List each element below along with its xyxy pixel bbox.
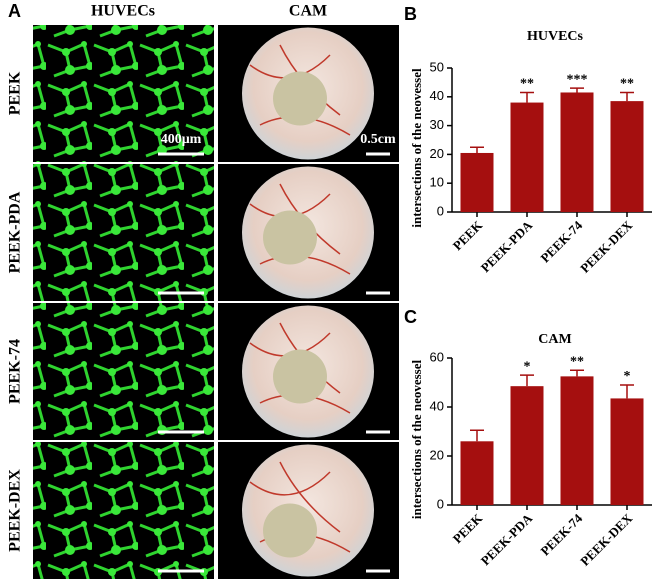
scale-label: 0.5cm [360, 132, 396, 147]
huvec-image [33, 303, 214, 440]
x-tick-label: PEEK-PDA [478, 510, 536, 568]
error-bar [620, 384, 634, 399]
y-tick-label: 10 [430, 175, 444, 190]
y-tick-label: 0 [437, 496, 444, 511]
charts: B HUVECs intersections of the neovessel 0 10… [404, 4, 652, 569]
x-tick-label: PEEK-DEX [577, 510, 636, 569]
error-bar [520, 374, 534, 387]
y-tick-label: 20 [430, 447, 444, 462]
row-label: PEEK [7, 71, 24, 115]
bar [510, 102, 544, 212]
panel-label: B [404, 4, 417, 24]
significance: * [624, 369, 631, 384]
bar [460, 441, 494, 505]
error-bar [470, 146, 484, 153]
huvec-image [33, 442, 214, 579]
column-header: CAM [289, 3, 327, 20]
chart-title: CAM [538, 332, 571, 347]
x-tick-label: PEEK-DEX [577, 217, 636, 276]
chart-title: HUVECs [527, 29, 584, 44]
panel-label: C [404, 307, 417, 327]
scale-label: 400μm [161, 132, 202, 147]
column-header: HUVECs [91, 3, 155, 20]
bar [460, 152, 494, 212]
cam-implant [263, 210, 317, 265]
y-tick-label: 20 [430, 146, 444, 161]
y-tick-label: 40 [430, 88, 444, 103]
significance: * [524, 359, 531, 374]
huvec-image [33, 164, 214, 301]
x-tick-label: PEEK [450, 217, 486, 253]
error-bar [470, 429, 484, 442]
error-bar [620, 91, 634, 102]
error-bar [570, 369, 584, 377]
bar [510, 386, 544, 505]
row-label: PEEK-74 [7, 339, 24, 404]
y-tick-label: 0 [437, 203, 444, 218]
significance: ** [620, 77, 634, 92]
x-tick-label: PEEK-74 [537, 510, 585, 558]
y-tick-label: 30 [430, 117, 444, 132]
bar [560, 376, 594, 505]
image-grid: PEEK PEEK-PDA PEEK-74 PEEK-DEX 400μm 0.5cm [7, 25, 399, 579]
cam-implant [273, 349, 327, 404]
panel-label: A [8, 1, 21, 21]
bar [610, 101, 644, 212]
huvec-image [33, 25, 214, 162]
significance: *** [567, 72, 588, 87]
y-axis-label: intersections of the neovessel [409, 360, 424, 520]
y-tick-label: 50 [430, 59, 444, 74]
row-label: PEEK-DEX [7, 469, 24, 552]
y-tick-label: 40 [430, 398, 444, 413]
x-tick-label: PEEK [450, 510, 486, 546]
y-tick-label: 60 [430, 349, 444, 364]
error-bar [570, 87, 584, 93]
cam-implant [263, 503, 317, 558]
bar [560, 92, 594, 212]
x-tick-label: PEEK-74 [537, 217, 585, 265]
significance: ** [570, 354, 584, 369]
bar [610, 398, 644, 505]
y-axis-label: intersections of the neovessel [409, 68, 424, 228]
row-label: PEEK-PDA [7, 191, 24, 273]
error-bar [520, 91, 534, 103]
significance: ** [520, 77, 534, 92]
x-tick-label: PEEK-PDA [478, 217, 536, 275]
cam-implant [273, 71, 327, 126]
